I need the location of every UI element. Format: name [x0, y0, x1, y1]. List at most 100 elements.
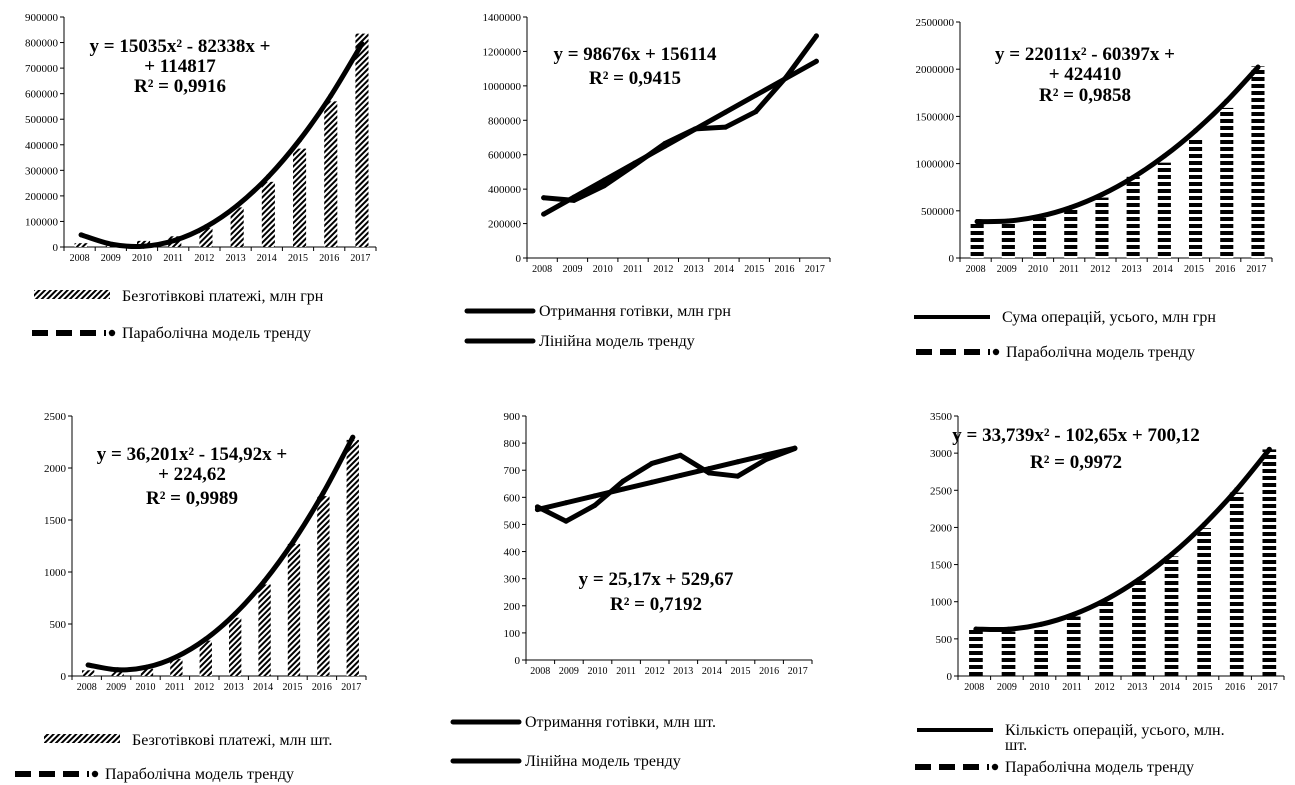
- x-tick-label: 2008: [77, 682, 97, 693]
- trend-line: [541, 58, 819, 217]
- legend-label: Кількість операцій, усього, млн.: [1005, 722, 1225, 739]
- x-tick-label: 2011: [1062, 682, 1082, 693]
- bar-2010: [140, 668, 154, 676]
- legend-label: Лінійна модель тренду: [539, 333, 695, 350]
- series-point-2015: [753, 109, 759, 115]
- trend-point-2010: [141, 243, 147, 249]
- y-tick-label: 0: [947, 671, 953, 683]
- chart-4: 0 500 1000 1500 2000 2500 2008 2009 2010 2011 2012…: [15, 411, 367, 783]
- y-tick-label: 500000: [921, 206, 955, 218]
- trend-equation: y = 98676x + 156114: [553, 44, 717, 65]
- x-tick-label: 2011: [165, 682, 185, 693]
- x-tick-label: 2016: [775, 264, 795, 275]
- trend-point-2012: [203, 224, 209, 230]
- trend-point-2011: [172, 237, 178, 243]
- trend-equation: y = 36,201x² - 154,92x +: [97, 444, 287, 465]
- x-tick-label: 2015: [744, 264, 764, 275]
- bar-2013: [228, 617, 242, 676]
- trend-equation: y = 22011x² - 60397x +: [995, 44, 1175, 65]
- bar-2013: [1132, 580, 1146, 676]
- bar-2017: [1262, 449, 1277, 676]
- bar-2013: [1126, 176, 1140, 258]
- x-tick-label: 2009: [101, 253, 121, 264]
- x-tick-label: 2012: [194, 682, 214, 693]
- trend-point-2011: [632, 160, 638, 166]
- series-point-2014: [706, 470, 712, 476]
- x-tick-label: 2013: [673, 666, 693, 677]
- x-tick-label: 2010: [1028, 264, 1048, 275]
- y-tick-label: 900: [504, 411, 521, 423]
- x-tick-label: 2010: [593, 264, 613, 275]
- bar-2012: [1099, 600, 1114, 676]
- series-point-2011: [620, 478, 626, 484]
- bar-2012: [199, 227, 213, 247]
- x-tick-label: 2008: [70, 253, 90, 264]
- y-tick-label: 3000: [930, 448, 953, 460]
- trend-point-2010: [592, 493, 598, 499]
- x-tick-label: 2015: [1193, 682, 1213, 693]
- y-tick-label: 200000: [25, 191, 59, 203]
- y-tick-label: 800000: [25, 38, 59, 50]
- trend-point-2011: [173, 654, 179, 660]
- y-tick-label: 200: [504, 601, 521, 613]
- x-tick-label: 2014: [1160, 682, 1180, 693]
- y-tick-label: 2000: [44, 463, 67, 475]
- trend-equation: R² = 0,9415: [589, 68, 681, 89]
- chart-3: 0 500000 1000000 1500000 2000000 2500000 2008 2…: [914, 17, 1273, 361]
- bar-2015: [287, 543, 301, 676]
- trend-point-2011: [1071, 611, 1077, 617]
- y-tick-label: 700000: [25, 63, 59, 75]
- trend-point-2008: [974, 219, 980, 225]
- trend-point-2010: [601, 177, 607, 183]
- legend-label: Отримання готівки, млн грн: [539, 303, 731, 320]
- x-tick-label: 2014: [1153, 264, 1173, 275]
- series-point-2010: [601, 183, 607, 189]
- trend-point-2013: [232, 611, 238, 617]
- trend-curve: [973, 446, 1272, 633]
- bar-2009: [1001, 221, 1015, 258]
- y-tick-label: 3500: [930, 411, 953, 423]
- x-tick-label: 2015: [1184, 264, 1204, 275]
- x-tick-label: 2017: [805, 264, 825, 275]
- trend-point-2016: [1234, 486, 1240, 492]
- bar-2016: [1220, 107, 1234, 259]
- x-tick-label: 2014: [702, 666, 722, 677]
- legend-swatch-dot: [91, 770, 99, 778]
- y-tick-label: 1000: [930, 597, 953, 609]
- x-tick-label: 2011: [616, 666, 636, 677]
- x-tick-label: 2013: [684, 264, 704, 275]
- x-tick-label: 2014: [714, 264, 734, 275]
- trend-point-2012: [1099, 191, 1105, 197]
- x-tick-label: 2011: [1059, 264, 1079, 275]
- trend-point-2009: [571, 194, 577, 200]
- x-tick-label: 2008: [964, 682, 984, 693]
- y-tick-label: 0: [949, 253, 955, 265]
- x-tick-label: 2016: [312, 682, 332, 693]
- x-tick-label: 2013: [224, 682, 244, 693]
- trend-point-2014: [265, 174, 271, 180]
- y-tick-label: 300: [504, 574, 521, 586]
- bar-2012: [199, 640, 212, 676]
- y-tick-label: 400000: [488, 184, 522, 196]
- x-tick-label: 2017: [350, 253, 370, 264]
- trend-equation: R² = 0,7192: [610, 594, 702, 615]
- legend-label: Сума операцій, усього, млн грн: [1002, 309, 1216, 326]
- chart-2: 0 200000 400000 600000 800000 1000000 1200000 1…: [464, 12, 831, 350]
- bar-2014: [261, 181, 275, 247]
- y-tick-label: 1200000: [483, 46, 522, 58]
- y-tick-label: 2500000: [916, 17, 955, 29]
- bar-2017: [346, 439, 359, 676]
- bar-2008: [74, 243, 88, 247]
- x-tick-label: 2008: [530, 666, 550, 677]
- y-tick-label: 500: [50, 619, 67, 631]
- y-tick-label: 2500: [44, 411, 67, 423]
- trend-point-2014: [1169, 551, 1175, 557]
- x-tick-label: 2012: [194, 253, 214, 264]
- trend-point-2013: [1130, 174, 1136, 180]
- trend-equation: R² = 0,9972: [1030, 452, 1122, 473]
- bar-2008: [970, 222, 984, 258]
- trend-equation: + 224,62: [158, 464, 226, 485]
- x-tick-label: 2008: [532, 264, 552, 275]
- bar-2017: [1251, 66, 1265, 258]
